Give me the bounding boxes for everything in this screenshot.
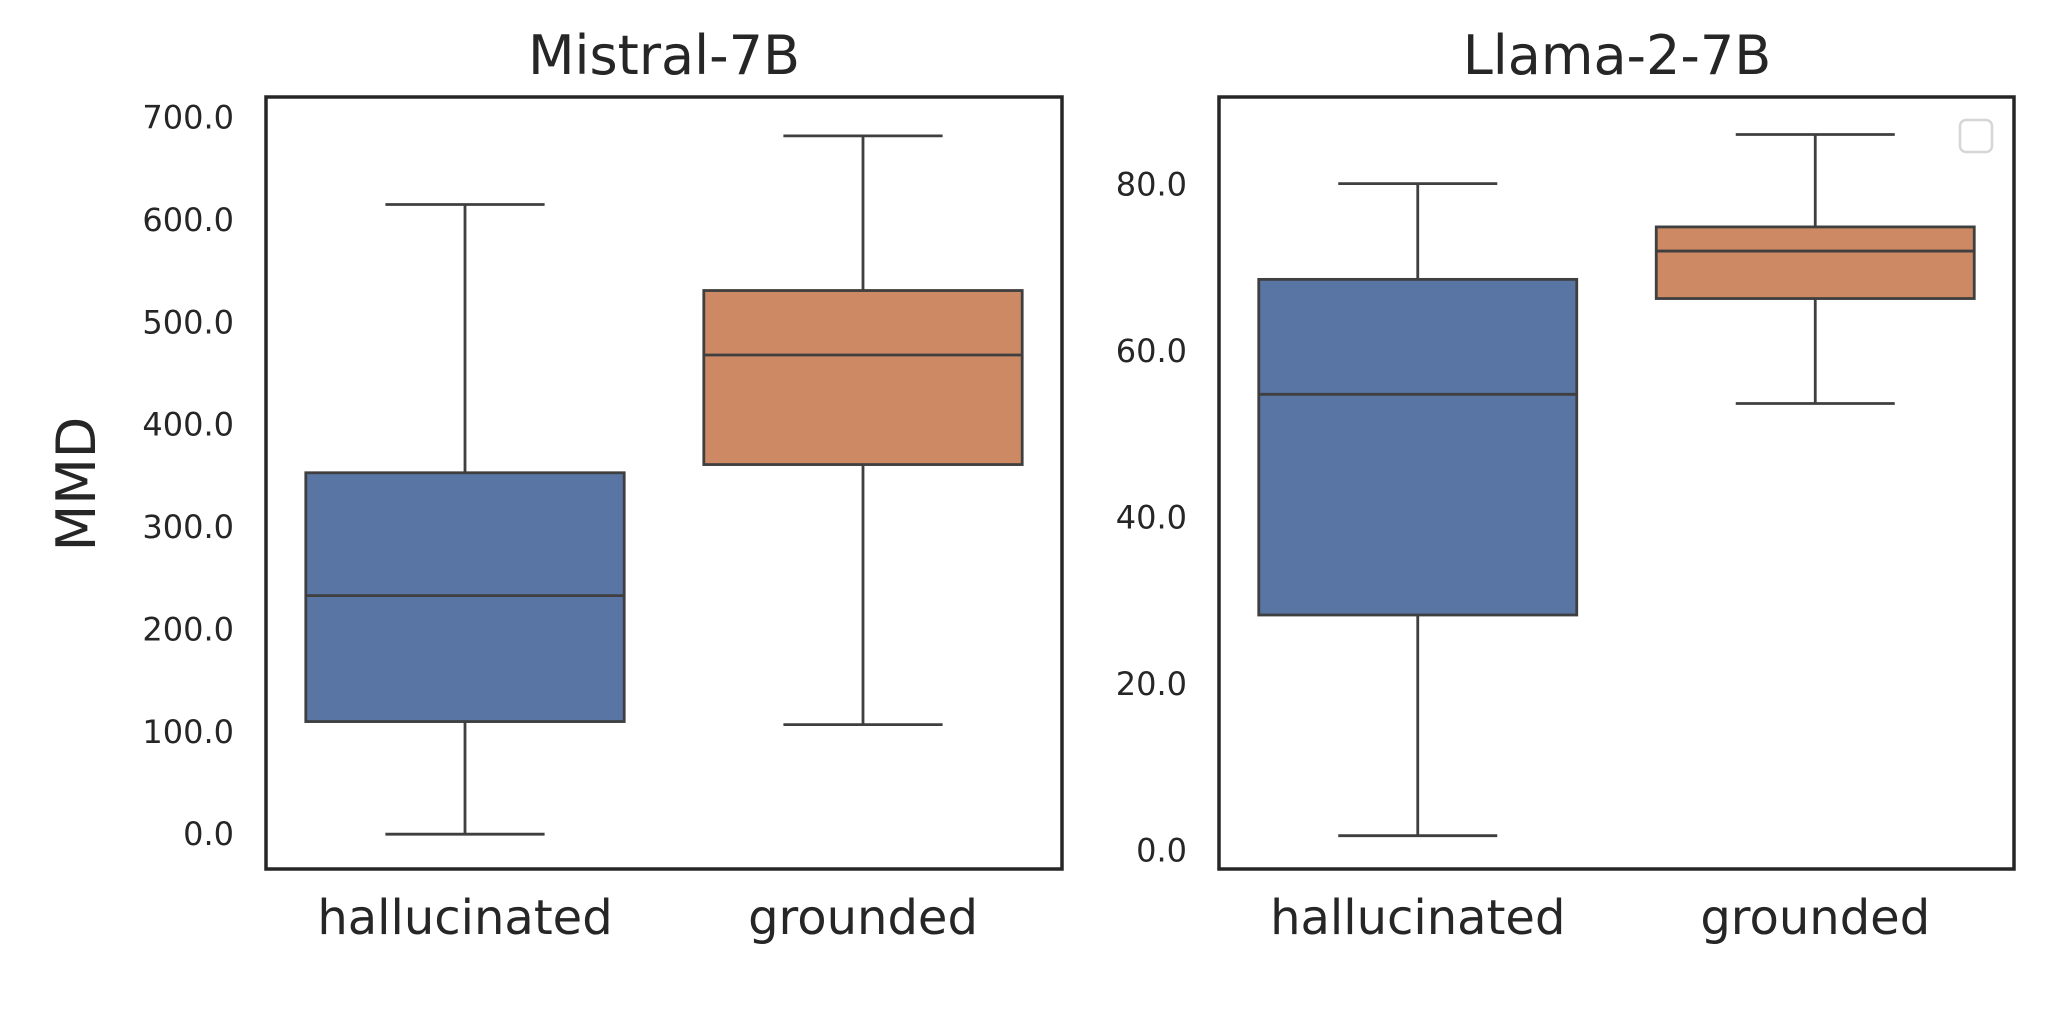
panel-title: Mistral-7B: [528, 24, 800, 87]
x-tick-label: hallucinated: [317, 890, 612, 946]
plot-frame: [264, 95, 1064, 871]
y-tick-label: 500.0: [142, 303, 234, 341]
y-tick-label: 40.0: [1116, 499, 1187, 537]
y-axis-label: MMD: [45, 417, 108, 552]
panel-mistral: Mistral-7B MMD 0.0 100.0 200.0 300.0 400.0 50…: [45, 24, 1064, 946]
y-tick-label: 0.0: [183, 815, 234, 853]
y-tick-label: 400.0: [142, 406, 234, 444]
box-group: [304, 134, 1024, 836]
y-tick-labels: 0.0 20.0 40.0 60.0 80.0: [1116, 165, 1187, 869]
y-tick-label: 600.0: [142, 201, 234, 239]
box-hallucinated: [1257, 277, 1579, 617]
y-tick-label: 60.0: [1116, 332, 1187, 370]
x-tick-labels: hallucinated grounded: [1270, 890, 1930, 946]
panel-llama: Llama-2-7B 0.0 20.0 40.0 60.0 80.0 hallucina…: [1116, 24, 2016, 946]
box-group: [1257, 133, 1976, 838]
box-grounded: [1654, 225, 1976, 300]
plot-frame: [1217, 95, 2016, 871]
y-tick-label: 200.0: [142, 610, 234, 648]
x-tick-label: grounded: [748, 890, 978, 946]
x-tick-label: grounded: [1700, 890, 1930, 946]
y-tick-labels: 0.0 100.0 200.0 300.0 400.0 500.0 600.0 700.0: [142, 98, 234, 853]
box-hallucinated: [304, 471, 626, 723]
y-tick-label: 0.0: [1136, 832, 1187, 870]
x-tick-labels: hallucinated grounded: [317, 890, 978, 946]
y-tick-label: 80.0: [1116, 165, 1187, 203]
x-tick-label: hallucinated: [1270, 890, 1565, 946]
y-tick-label: 20.0: [1116, 665, 1187, 703]
box-grounded: [702, 289, 1024, 466]
panel-title: Llama-2-7B: [1463, 24, 1772, 87]
y-tick-label: 300.0: [142, 508, 234, 546]
y-tick-label: 700.0: [142, 98, 234, 136]
legend-box: [1958, 118, 1994, 154]
y-tick-label: 100.0: [142, 713, 234, 751]
